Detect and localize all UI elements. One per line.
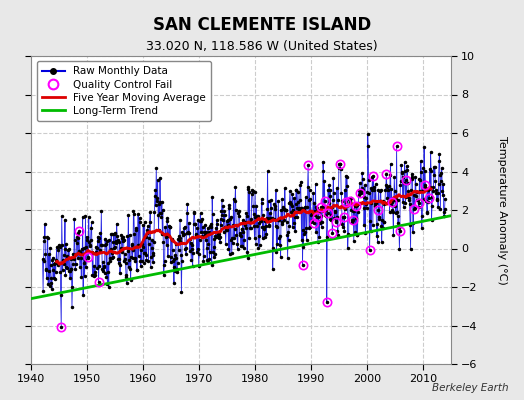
- Text: Berkeley Earth: Berkeley Earth: [432, 383, 508, 393]
- Legend: Raw Monthly Data, Quality Control Fail, Five Year Moving Average, Long-Term Tren: Raw Monthly Data, Quality Control Fail, …: [37, 61, 211, 121]
- Text: SAN CLEMENTE ISLAND: SAN CLEMENTE ISLAND: [153, 16, 371, 34]
- Text: 33.020 N, 118.586 W (United States): 33.020 N, 118.586 W (United States): [146, 40, 378, 53]
- Y-axis label: Temperature Anomaly (°C): Temperature Anomaly (°C): [497, 136, 507, 284]
